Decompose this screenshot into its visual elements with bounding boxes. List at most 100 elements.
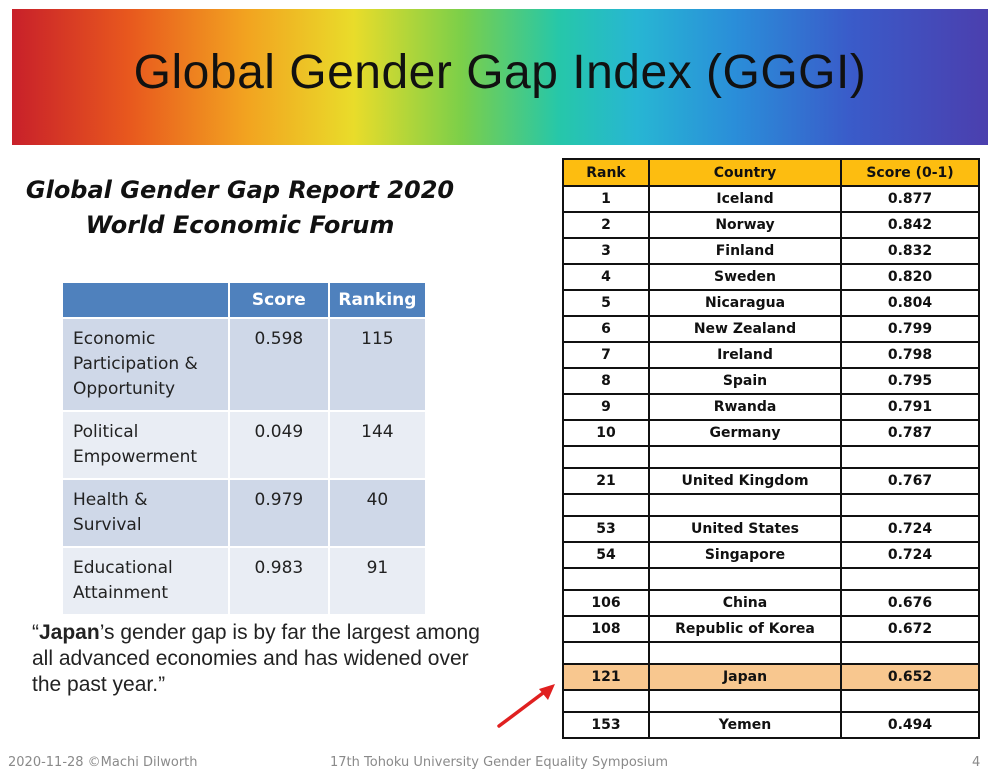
ranking-cell-score: 0.672	[840, 615, 980, 643]
ranking-row: 4 Sweden 0.820	[562, 263, 980, 291]
ranking-cell-rank	[562, 493, 650, 517]
ranking-cell-score: 0.787	[840, 419, 980, 447]
ranking-cell-score: 0.652	[840, 663, 980, 691]
subindex-row: Political Empowerment 0.049 144	[63, 411, 428, 480]
ranking-row: 106 China 0.676	[562, 589, 980, 617]
quote-open-mark: “	[32, 621, 39, 644]
ranking-cell-score: 0.799	[840, 315, 980, 343]
ranking-cell-country: Norway	[648, 211, 842, 239]
ranking-cell-rank: 106	[562, 589, 650, 617]
ranking-cell-score: 0.804	[840, 289, 980, 317]
ranking-cell-rank: 3	[562, 237, 650, 265]
ranking-cell-country: Finland	[648, 237, 842, 265]
footer-event: 17th Tohoku University Gender Equality S…	[330, 755, 669, 770]
ranking-cell-country	[648, 689, 842, 713]
ranking-cell-score: 0.494	[840, 711, 980, 739]
ranking-cell-score	[840, 445, 980, 469]
ranking-cell-rank: 121	[562, 663, 650, 691]
subindex-table-header: Score Ranking	[63, 283, 428, 319]
ranking-cell-country: Japan	[648, 663, 842, 691]
header-category	[63, 283, 230, 319]
ranking-cell-score: 0.767	[840, 467, 980, 495]
ranking-cell-rank	[562, 445, 650, 469]
ranking-cell-rank: 153	[562, 711, 650, 739]
ranking-cell-country: Rwanda	[648, 393, 842, 421]
header-country: Country	[648, 158, 842, 187]
ranking-row-spacer	[562, 445, 980, 469]
ranking-cell-country: Ireland	[648, 341, 842, 369]
ranking-cell-rank	[562, 641, 650, 665]
ranking-row: 10 Germany 0.787	[562, 419, 980, 447]
ranking-cell-rank: 7	[562, 341, 650, 369]
ranking-cell-score: 0.724	[840, 515, 980, 543]
ranking-cell-rank: 4	[562, 263, 650, 291]
ranking-row: 6 New Zealand 0.799	[562, 315, 980, 343]
quote-body: ’s gender gap is by far the largest amon…	[32, 621, 480, 696]
quote-emphasis: Japan	[39, 621, 100, 644]
ranking-cell-country	[648, 641, 842, 665]
subindex-category: Educational Attainment	[63, 547, 230, 616]
ranking-row-spacer	[562, 641, 980, 665]
country-ranking-table: Rank Country Score (0-1) 1 Iceland 0.877 2 N…	[562, 158, 980, 739]
ranking-row: 108 Republic of Korea 0.672	[562, 615, 980, 643]
ranking-row: 8 Spain 0.795	[562, 367, 980, 395]
ranking-row-highlighted: 121 Japan 0.652	[562, 663, 980, 691]
subindex-category: Health & Survival	[63, 479, 230, 548]
subindex-row: Health & Survival 0.979 40	[63, 479, 428, 548]
subindex-row: Educational Attainment 0.983 91	[63, 547, 428, 616]
ranking-cell-country: Singapore	[648, 541, 842, 569]
ranking-cell-country: China	[648, 589, 842, 617]
ranking-cell-rank: 53	[562, 515, 650, 543]
ranking-cell-country: Spain	[648, 367, 842, 395]
ranking-cell-country: Republic of Korea	[648, 615, 842, 643]
ranking-row-spacer	[562, 567, 980, 591]
ranking-row: 1 Iceland 0.877	[562, 185, 980, 213]
subindex-ranking: 40	[328, 479, 428, 548]
ranking-cell-country: Iceland	[648, 185, 842, 213]
ranking-cell-rank: 21	[562, 467, 650, 495]
header-score: Score (0-1)	[840, 158, 980, 187]
slide-title: Global Gender Gap Index (GGGI)	[133, 46, 867, 99]
japan-quote: “Japan’s gender gap is by far the larges…	[32, 620, 492, 698]
ranking-row: 5 Nicaragua 0.804	[562, 289, 980, 317]
ranking-cell-score: 0.791	[840, 393, 980, 421]
subindex-ranking: 91	[328, 547, 428, 616]
ranking-cell-rank: 8	[562, 367, 650, 395]
report-source: World Economic Forum	[85, 211, 395, 239]
ranking-cell-score: 0.795	[840, 367, 980, 395]
ranking-row: 2 Norway 0.842	[562, 211, 980, 239]
ranking-cell-score: 0.842	[840, 211, 980, 239]
ranking-cell-score: 0.820	[840, 263, 980, 291]
ranking-cell-score	[840, 493, 980, 517]
report-title: Global Gender Gap Report 2020	[25, 176, 455, 204]
ranking-cell-rank: 1	[562, 185, 650, 213]
page-number: 4	[972, 755, 981, 770]
subindex-category: Economic Participation & Opportunity	[63, 318, 230, 412]
ranking-cell-rank: 54	[562, 541, 650, 569]
subindex-score: 0.598	[228, 318, 330, 412]
ranking-cell-rank: 2	[562, 211, 650, 239]
footer-date-author: 2020-11-28 ©Machi Dilworth	[8, 755, 198, 770]
ranking-cell-country: Germany	[648, 419, 842, 447]
ranking-cell-score	[840, 689, 980, 713]
ranking-cell-rank	[562, 689, 650, 713]
ranking-cell-rank: 108	[562, 615, 650, 643]
ranking-cell-rank: 5	[562, 289, 650, 317]
ranking-cell-country: New Zealand	[648, 315, 842, 343]
subindex-score: 0.983	[228, 547, 330, 616]
ranking-row-spacer	[562, 493, 980, 517]
ranking-row: 3 Finland 0.832	[562, 237, 980, 265]
ranking-cell-country: Sweden	[648, 263, 842, 291]
ranking-cell-rank	[562, 567, 650, 591]
ranking-cell-score	[840, 567, 980, 591]
subindex-row: Economic Participation & Opportunity 0.5…	[63, 318, 428, 412]
ranking-cell-country: United States	[648, 515, 842, 543]
header-ranking: Ranking	[328, 283, 428, 319]
subindex-category: Political Empowerment	[63, 411, 230, 480]
arrow-pointing-to-japan-icon	[497, 684, 555, 728]
subindex-score: 0.049	[228, 411, 330, 480]
ranking-cell-score: 0.832	[840, 237, 980, 265]
ranking-row-spacer	[562, 689, 980, 713]
ranking-cell-score: 0.877	[840, 185, 980, 213]
subindex-score: 0.979	[228, 479, 330, 548]
